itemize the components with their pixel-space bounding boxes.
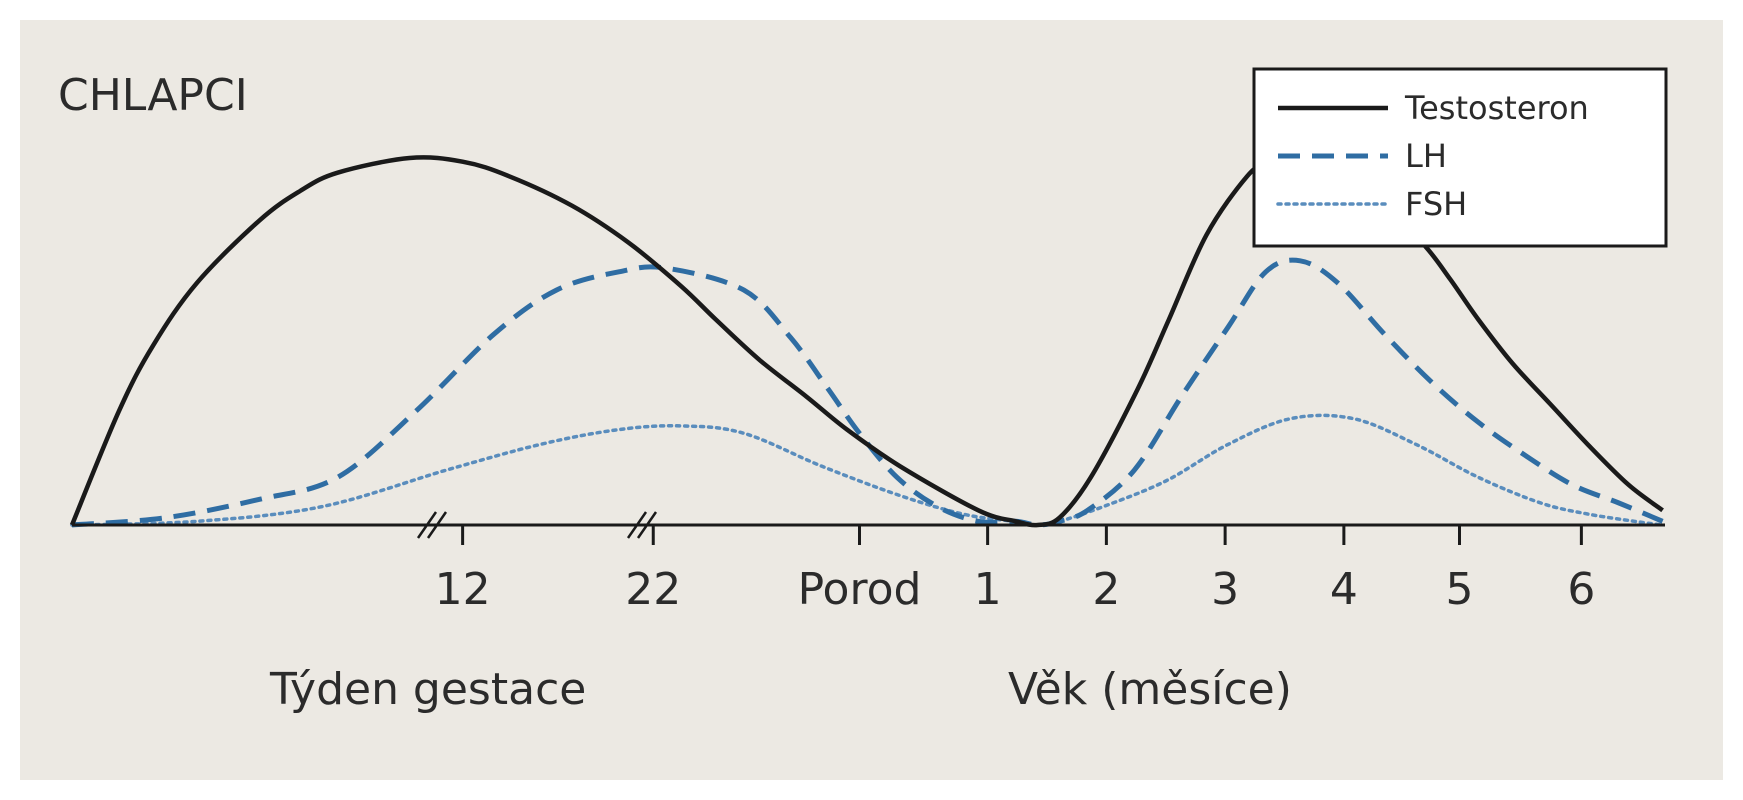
axis-break-1 xyxy=(416,511,448,539)
x-axis-label-age: Věk (měsíce) xyxy=(1008,664,1292,715)
x-axis-ticks: 12 22 Porod 1 2 3 4 5 6 xyxy=(435,525,1595,615)
chart-title: CHLAPCI xyxy=(58,70,248,121)
axis-break-2 xyxy=(626,511,658,539)
x-tick-label: 5 xyxy=(1446,564,1474,615)
legend-label-lh: LH xyxy=(1405,137,1447,175)
legend-label-fsh: FSH xyxy=(1405,185,1467,223)
plot-area xyxy=(69,155,1665,528)
x-tick-label: 6 xyxy=(1567,564,1595,615)
series-line-fsh xyxy=(70,413,1665,527)
series-line-testosteron xyxy=(69,155,1664,528)
x-tick-label: 2 xyxy=(1092,564,1120,615)
x-tick-label: 1 xyxy=(974,564,1002,615)
legend-label-testosteron: Testosteron xyxy=(1404,89,1589,127)
x-tick-label: 3 xyxy=(1211,564,1239,615)
x-tick-label: Porod xyxy=(798,564,922,615)
legend-items: Testosteron LH FSH xyxy=(1276,89,1589,223)
legend: Testosteron LH FSH xyxy=(1252,67,1668,248)
x-axis-label-gestation: Týden gestace xyxy=(269,664,586,715)
x-tick-label: 22 xyxy=(625,564,681,615)
x-tick-label: 12 xyxy=(435,564,491,615)
x-tick-label: 4 xyxy=(1330,564,1358,615)
series-line-lh xyxy=(71,257,1664,528)
